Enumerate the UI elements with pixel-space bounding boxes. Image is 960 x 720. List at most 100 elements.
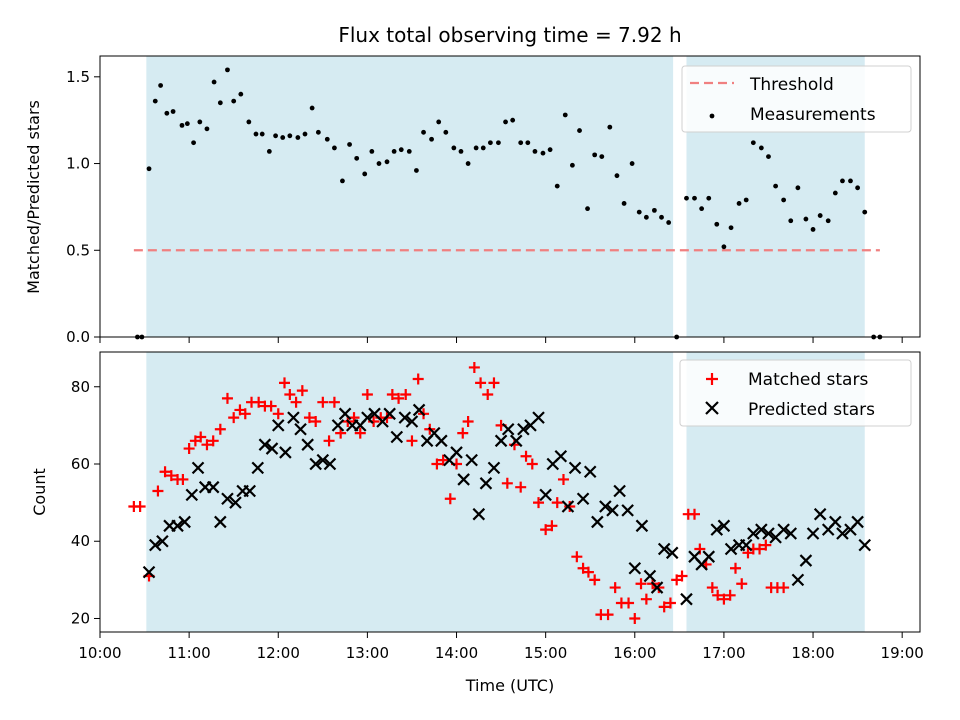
matched-star-point: [457, 427, 469, 439]
matched-star-point: [676, 570, 688, 582]
measurement-point: [406, 149, 412, 154]
matched-star-point: [760, 539, 772, 551]
matched-star-point: [386, 388, 398, 400]
predicted-star-point: [271, 419, 285, 432]
matched-star-point: [508, 439, 520, 451]
predicted-star-point: [142, 565, 156, 579]
predicted-star-point: [635, 519, 649, 533]
measurement-point: [273, 133, 278, 139]
measurement-point: [706, 195, 712, 201]
measurement-point: [354, 155, 360, 161]
predicted-star-point: [294, 422, 307, 436]
measurement-point: [621, 201, 627, 206]
matched-star-point: [557, 473, 569, 485]
matched-star-point: [551, 497, 563, 509]
matched-star-point: [488, 377, 500, 389]
predicted-star-point: [561, 500, 575, 513]
measurement-points: [135, 67, 883, 340]
x-tick-label: 19:00: [881, 644, 924, 662]
measurement-point: [231, 98, 237, 104]
matched-star-point: [515, 481, 527, 493]
predicted-star-point: [791, 573, 805, 587]
matched-star-point: [400, 388, 412, 400]
bottom-legend-box: [679, 359, 912, 427]
matched-star-point: [468, 361, 480, 373]
measurement-point: [429, 136, 434, 142]
predicted-star-point: [243, 484, 257, 498]
matched-star-point: [571, 551, 583, 563]
matched-star-point: [629, 612, 641, 624]
matched-star-point: [623, 597, 635, 609]
matched-star-point: [540, 524, 552, 536]
measurement-point: [599, 154, 605, 160]
x-axis-label: Time (UTC): [465, 676, 554, 695]
matched-star-point: [520, 450, 532, 462]
matched-star-point: [272, 408, 284, 420]
matched-star-point: [221, 392, 233, 404]
measurement-point: [518, 140, 524, 146]
y-tick-label: 60: [71, 455, 90, 473]
measurement-point: [376, 161, 382, 166]
measurement-point: [607, 124, 613, 130]
x-tick-label: 14:00: [435, 644, 478, 662]
predicted-star-point: [858, 538, 872, 552]
predicted-stars-points: [142, 403, 872, 606]
predicted-star-point: [762, 527, 775, 540]
x-tick-label: 18:00: [791, 644, 834, 662]
predicted-star-point: [309, 457, 322, 471]
top-plot-frame: [99, 55, 921, 338]
measurement-point: [532, 149, 538, 154]
matched-star-point: [207, 435, 219, 447]
matched-star-point: [328, 396, 340, 408]
matched-star-point: [754, 543, 766, 555]
measurement-point: [651, 207, 657, 213]
measurement-point: [540, 150, 546, 156]
matched-star-point: [279, 377, 290, 389]
top-y-axis-label: Matched/Predicted stars: [24, 100, 43, 294]
measurement-point: [362, 171, 368, 177]
matched-star-point: [444, 493, 456, 505]
observing-span-1: [146, 56, 674, 337]
measurement-point: [788, 218, 794, 224]
predicted-star-point: [784, 527, 798, 540]
measurement-point: [414, 168, 419, 173]
predicted-star-point: [338, 407, 352, 421]
measurement-point: [817, 213, 823, 218]
measurement-point: [736, 201, 742, 206]
measurement-point: [465, 161, 471, 166]
predicted-star-point: [258, 438, 272, 451]
legend-measurements-label: Measurements: [750, 105, 876, 125]
measurement-point: [577, 128, 582, 133]
matched-star-point: [323, 435, 335, 447]
predicted-star-point: [710, 523, 724, 536]
measurement-point: [302, 131, 308, 137]
predicted-star-point: [724, 542, 738, 556]
predicted-star-point: [251, 461, 265, 475]
top-legend-box: [681, 65, 912, 133]
matched-star-point: [664, 597, 676, 609]
measurement-point: [714, 221, 720, 227]
matched-star-point: [730, 562, 741, 574]
predicted-star-point: [316, 453, 330, 467]
predicted-star-point: [229, 496, 242, 509]
measurement-point: [862, 209, 868, 215]
predicted-star-point: [435, 434, 448, 448]
x-tick-label: 13:00: [346, 644, 389, 662]
predicted-star-point: [621, 504, 634, 517]
measurement-point: [191, 140, 196, 146]
matched-star-point: [214, 423, 226, 435]
bottom-legend: Matched stars Predicted stars: [679, 359, 912, 427]
predicted-star-point: [747, 527, 760, 540]
legend-measurements-swatch: [709, 113, 715, 119]
measurement-point: [347, 142, 352, 147]
matched-star-point: [475, 377, 487, 389]
matched-star-point: [778, 582, 790, 594]
measurement-point: [391, 149, 397, 154]
measurement-point: [197, 119, 203, 125]
measurement-point: [324, 136, 330, 142]
measurement-point: [728, 225, 734, 231]
x-tick-label: 15:00: [524, 644, 567, 662]
predicted-star-point: [813, 507, 827, 521]
